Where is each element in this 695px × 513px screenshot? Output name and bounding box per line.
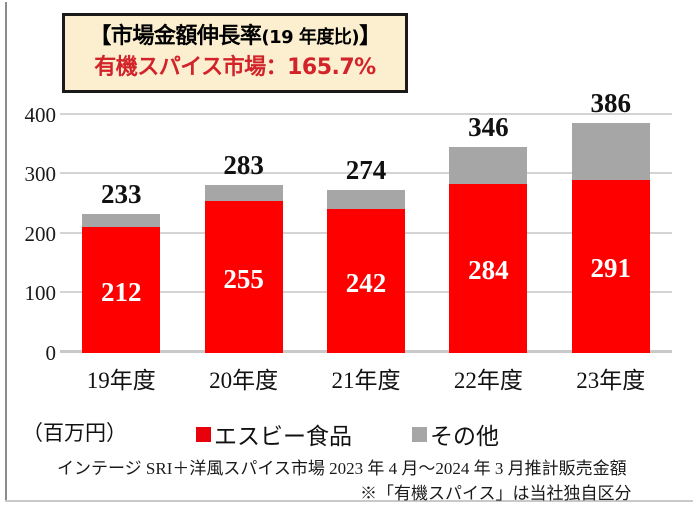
x-axis-tick-label: 23年度 bbox=[576, 368, 646, 393]
x-axis-tick-label: 20年度 bbox=[209, 368, 279, 393]
bar-group: 255 283 bbox=[204, 150, 283, 353]
bar-segment-other bbox=[82, 214, 161, 227]
y-axis-tick-label: 100 bbox=[24, 281, 57, 306]
bar-value-label-sbfoods: 284 bbox=[468, 255, 509, 286]
growth-rate-callout: 【市場金額伸長率(19 年度比)】 有機スパイス市場：165.7% bbox=[62, 13, 408, 93]
callout-heading-main: 【市場金額伸長率 bbox=[89, 24, 262, 49]
bar-segment-other bbox=[204, 184, 283, 202]
legend-label: エスビー食品 bbox=[214, 424, 352, 449]
unit-label: （百万円） bbox=[22, 421, 127, 445]
legend-item: エスビー食品 bbox=[196, 417, 352, 451]
bar-group: 284 346 bbox=[449, 112, 528, 353]
callout-heading-close: 】 bbox=[359, 24, 381, 49]
bar-group: 212 233 bbox=[82, 179, 161, 353]
bar-group: 291 386 bbox=[571, 88, 650, 353]
callout-growth-value: 有機スパイス市場：165.7% bbox=[94, 55, 376, 80]
bar-total-label: 346 bbox=[468, 112, 509, 143]
bar-segment-sbfoods bbox=[571, 179, 650, 353]
x-axis-tick-label: 19年度 bbox=[86, 368, 156, 393]
x-axis-labels: 19年度 20年度 21年度 22年度 23年度 bbox=[60, 361, 672, 395]
gridline bbox=[60, 112, 672, 115]
bar-value-label-sbfoods: 291 bbox=[590, 253, 632, 284]
bar-segment-sbfoods bbox=[82, 226, 161, 353]
footnote-note: ※「有機スパイス」は当社独自区分 bbox=[360, 484, 632, 503]
bar-segment-sbfoods bbox=[204, 201, 283, 353]
bar-value-label-sbfoods: 242 bbox=[345, 267, 387, 298]
bar-segment-sbfoods bbox=[449, 183, 528, 353]
chart-legend: エスビー食品 その他 bbox=[196, 417, 499, 451]
bar-segment-other bbox=[449, 147, 528, 184]
legend-label: その他 bbox=[430, 424, 499, 449]
x-axis-tick-label: 21年度 bbox=[331, 368, 401, 393]
y-axis-tick-label: 200 bbox=[24, 221, 57, 246]
bar-segment-other bbox=[571, 123, 650, 180]
y-axis-tick-label: 300 bbox=[24, 162, 57, 187]
x-axis-tick-label: 22年度 bbox=[453, 368, 523, 393]
bar-group: 242 274 bbox=[327, 155, 405, 353]
legend-swatch-icon bbox=[196, 426, 211, 442]
bar-total-label: 233 bbox=[100, 179, 142, 210]
bar-value-label-sbfoods: 212 bbox=[100, 276, 142, 307]
bar-total-label: 386 bbox=[590, 88, 632, 119]
plot-area: 212 233 255 283 242 274 284 346 291 386 bbox=[60, 88, 672, 353]
legend-swatch-icon bbox=[412, 426, 427, 442]
footnote-source: インテージ SRI＋洋風スパイス市場 2023 年 4 月～2024 年 3 月… bbox=[57, 459, 627, 478]
bar-segment-other bbox=[327, 189, 405, 209]
callout-heading-sub: (19 年度比) bbox=[261, 27, 360, 48]
y-axis-tick-label: 0 bbox=[45, 341, 57, 365]
y-axis-tick-label: 400 bbox=[24, 102, 57, 127]
bar-total-label: 283 bbox=[223, 149, 264, 180]
callout-heading: 【市場金額伸長率(19 年度比)】 bbox=[65, 22, 405, 53]
bar-segment-sbfoods bbox=[327, 208, 405, 353]
y-axis-ticks: 0 100 200 300 400 bbox=[0, 102, 57, 365]
bar-total-label: 274 bbox=[345, 154, 387, 185]
figure-left-border bbox=[5, 2, 7, 502]
figure-bottom-border bbox=[5, 500, 693, 502]
gridline bbox=[60, 172, 672, 175]
bar-value-label-sbfoods: 255 bbox=[223, 264, 264, 295]
legend-item: その他 bbox=[412, 417, 499, 451]
